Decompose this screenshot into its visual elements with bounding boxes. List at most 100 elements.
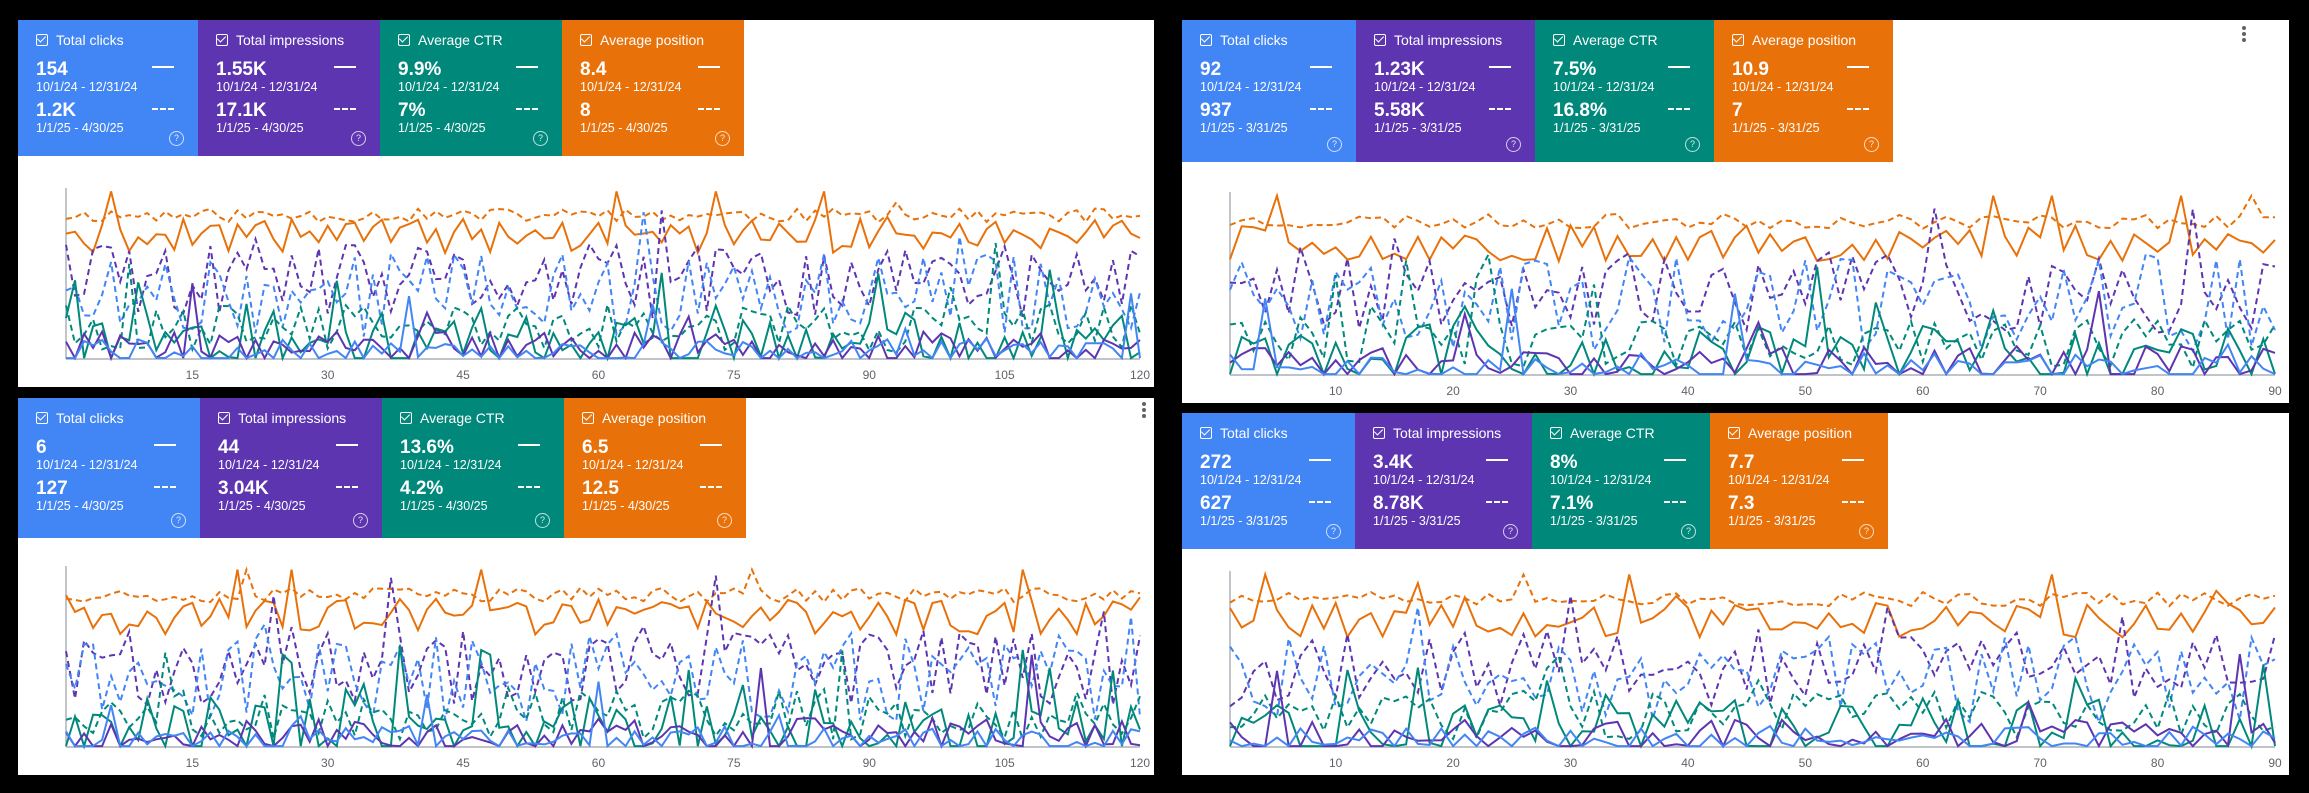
compare-value: 3.04K bbox=[218, 478, 269, 499]
help-icon[interactable]: ? bbox=[1864, 137, 1879, 152]
dashed-line-legend-icon bbox=[698, 108, 720, 110]
total-clicks-card[interactable]: Total clicks 272 10/1/24 - 12/31/24 627 … bbox=[1182, 413, 1355, 549]
position-current-line bbox=[65, 191, 1141, 256]
ctr-compare-line bbox=[65, 242, 1141, 354]
checkbox-checked-icon[interactable] bbox=[1200, 427, 1212, 439]
clicks-compare-line bbox=[1229, 252, 2276, 354]
total-impressions-card[interactable]: Total impressions 1.23K 10/1/24 - 12/31/… bbox=[1356, 20, 1535, 162]
x-tick-label: 30 bbox=[321, 368, 335, 382]
x-tick-label: 120 bbox=[1130, 368, 1150, 382]
average-position-card[interactable]: Average position 7.7 10/1/24 - 12/31/24 … bbox=[1710, 413, 1888, 549]
checkbox-checked-icon[interactable] bbox=[1374, 34, 1386, 46]
x-tick-label: 20 bbox=[1446, 756, 1460, 770]
checkbox-checked-icon[interactable] bbox=[1553, 34, 1565, 46]
x-tick-label: 105 bbox=[995, 756, 1015, 770]
x-tick-label: 45 bbox=[456, 368, 470, 382]
x-tick-label: 120 bbox=[1130, 756, 1150, 770]
x-tick-label: 90 bbox=[2268, 756, 2282, 770]
impressions-current-line bbox=[65, 654, 1141, 750]
checkbox-checked-icon[interactable] bbox=[216, 34, 228, 46]
help-icon[interactable]: ? bbox=[717, 513, 732, 528]
card-label: Total clicks bbox=[1220, 32, 1288, 48]
checkbox-checked-icon[interactable] bbox=[1732, 34, 1744, 46]
checkbox-checked-icon[interactable] bbox=[1373, 427, 1385, 439]
total-clicks-card[interactable]: Total clicks 154 10/1/24 - 12/31/24 1.2K… bbox=[18, 20, 198, 156]
checkbox-checked-icon[interactable] bbox=[1200, 34, 1212, 46]
checkbox-checked-icon[interactable] bbox=[400, 412, 412, 424]
help-icon[interactable]: ? bbox=[715, 131, 730, 146]
checkbox-checked-icon[interactable] bbox=[582, 412, 594, 424]
dashed-line-legend-icon bbox=[1489, 108, 1511, 110]
help-icon[interactable]: ? bbox=[1503, 524, 1518, 539]
solid-line-legend-icon bbox=[1664, 459, 1686, 461]
checkbox-checked-icon[interactable] bbox=[218, 412, 230, 424]
checkbox-checked-icon[interactable] bbox=[1728, 427, 1740, 439]
help-icon[interactable]: ? bbox=[533, 131, 548, 146]
x-tick-label: 75 bbox=[727, 368, 741, 382]
performance-chart-panel-4: Total clicks 272 10/1/24 - 12/31/24 627 … bbox=[1182, 413, 2289, 775]
checkbox-checked-icon[interactable] bbox=[36, 412, 48, 424]
current-value: 272 bbox=[1200, 452, 1232, 473]
compare-value: 8 bbox=[580, 100, 591, 121]
impressions-current-line bbox=[1229, 291, 2276, 377]
help-icon[interactable]: ? bbox=[169, 131, 184, 146]
total-clicks-card[interactable]: Total clicks 92 10/1/24 - 12/31/24 937 1… bbox=[1182, 20, 1356, 162]
position-current-line bbox=[65, 569, 1141, 638]
compare-range: 1/1/25 - 3/31/25 bbox=[1550, 514, 1638, 528]
compare-range: 1/1/25 - 4/30/25 bbox=[218, 499, 306, 513]
metric-cards: Total clicks 92 10/1/24 - 12/31/24 937 1… bbox=[1182, 20, 1893, 162]
impressions-current-line bbox=[1229, 653, 2276, 749]
solid-line-legend-icon bbox=[152, 66, 174, 68]
total-impressions-card[interactable]: Total impressions 44 10/1/24 - 12/31/24 … bbox=[200, 398, 382, 538]
checkbox-checked-icon[interactable] bbox=[36, 34, 48, 46]
dashed-line-legend-icon bbox=[1310, 108, 1332, 110]
average-ctr-card[interactable]: Average CTR 8% 10/1/24 - 12/31/24 7.1% 1… bbox=[1532, 413, 1710, 549]
help-icon[interactable]: ? bbox=[353, 513, 368, 528]
impressions-current-line bbox=[65, 283, 1141, 361]
solid-line-legend-icon bbox=[1842, 459, 1864, 461]
help-icon[interactable]: ? bbox=[171, 513, 186, 528]
total-clicks-card[interactable]: Total clicks 6 10/1/24 - 12/31/24 127 1/… bbox=[18, 398, 200, 538]
x-tick-label: 30 bbox=[1564, 756, 1578, 770]
average-position-card[interactable]: Average position 10.9 10/1/24 - 12/31/24… bbox=[1714, 20, 1893, 162]
more-options-icon[interactable] bbox=[1142, 402, 1146, 418]
card-label: Average position bbox=[1748, 425, 1853, 441]
help-icon[interactable]: ? bbox=[1327, 137, 1342, 152]
total-impressions-card[interactable]: Total impressions 3.4K 10/1/24 - 12/31/2… bbox=[1355, 413, 1532, 549]
clicks-current-line bbox=[1229, 724, 2276, 748]
help-icon[interactable]: ? bbox=[1685, 137, 1700, 152]
average-ctr-card[interactable]: Average CTR 7.5% 10/1/24 - 12/31/24 16.8… bbox=[1535, 20, 1714, 162]
total-impressions-card[interactable]: Total impressions 1.55K 10/1/24 - 12/31/… bbox=[198, 20, 380, 156]
card-label: Total impressions bbox=[1393, 425, 1502, 441]
help-icon[interactable]: ? bbox=[1326, 524, 1341, 539]
more-options-icon[interactable] bbox=[2242, 26, 2246, 42]
help-icon[interactable]: ? bbox=[351, 131, 366, 146]
checkbox-checked-icon[interactable] bbox=[398, 34, 410, 46]
dashed-line-legend-icon bbox=[516, 108, 538, 110]
checkbox-checked-icon[interactable] bbox=[580, 34, 592, 46]
x-tick-label: 15 bbox=[186, 368, 200, 382]
position-current-line bbox=[1229, 192, 2276, 265]
help-icon[interactable]: ? bbox=[1859, 524, 1874, 539]
help-icon[interactable]: ? bbox=[535, 513, 550, 528]
solid-line-legend-icon bbox=[334, 66, 356, 68]
current-range: 10/1/24 - 12/31/24 bbox=[1728, 473, 1830, 487]
compare-value: 4.2% bbox=[400, 478, 444, 499]
compare-range: 1/1/25 - 3/31/25 bbox=[1373, 514, 1461, 528]
average-position-card[interactable]: Average position 8.4 10/1/24 - 12/31/24 … bbox=[562, 20, 744, 156]
x-tick-label: 40 bbox=[1681, 384, 1695, 398]
compare-range: 1/1/25 - 4/30/25 bbox=[36, 121, 124, 135]
line-chart: 10 20 30 40 50 60 70 80 90 bbox=[1229, 192, 2282, 398]
help-icon[interactable]: ? bbox=[1506, 137, 1521, 152]
current-range: 10/1/24 - 12/31/24 bbox=[1373, 473, 1475, 487]
compare-value: 7 bbox=[1732, 100, 1743, 121]
x-tick-label: 60 bbox=[1916, 384, 1930, 398]
help-icon[interactable]: ? bbox=[1681, 524, 1696, 539]
average-position-card[interactable]: Average position 6.5 10/1/24 - 12/31/24 … bbox=[564, 398, 746, 538]
current-value: 1.23K bbox=[1374, 59, 1425, 80]
average-ctr-card[interactable]: Average CTR 9.9% 10/1/24 - 12/31/24 7% 1… bbox=[380, 20, 562, 156]
checkbox-checked-icon[interactable] bbox=[1550, 427, 1562, 439]
average-ctr-card[interactable]: Average CTR 13.6% 10/1/24 - 12/31/24 4.2… bbox=[382, 398, 564, 538]
compare-range: 1/1/25 - 3/31/25 bbox=[1553, 121, 1641, 135]
compare-range: 1/1/25 - 4/30/25 bbox=[582, 499, 670, 513]
